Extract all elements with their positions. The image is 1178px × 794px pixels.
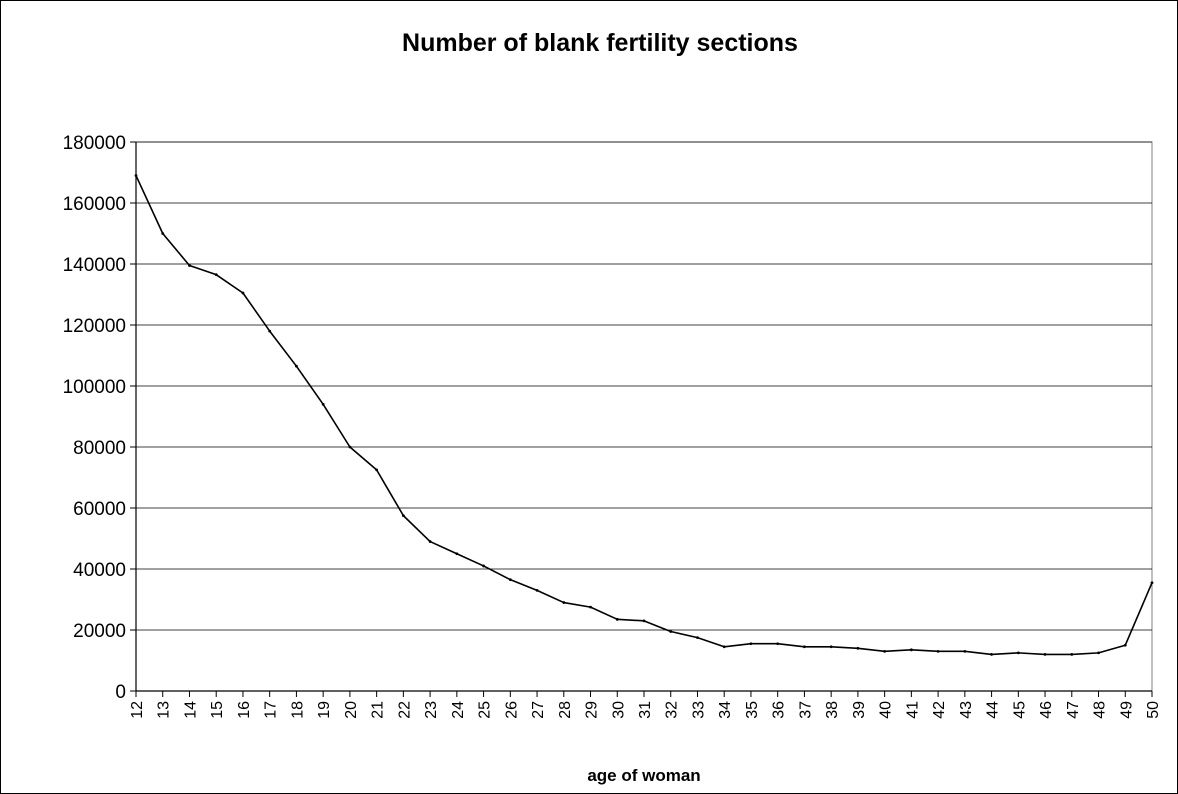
data-point — [562, 601, 566, 604]
y-axis: 0 20000 40000 60000 80000 100000 120000 140000 1… — [63, 133, 137, 703]
data-point — [161, 232, 165, 235]
data-point — [936, 649, 940, 653]
data-point — [615, 617, 619, 621]
x-tick-label: 14 — [182, 701, 199, 719]
x-tick-label: 15 — [209, 701, 226, 719]
x-tick-label: 33 — [690, 701, 707, 719]
x-tick-label: 45 — [1011, 701, 1028, 719]
x-tick-label: 39 — [851, 701, 868, 719]
data-point — [1123, 643, 1127, 647]
data-point — [1043, 653, 1047, 656]
data-point — [909, 648, 913, 652]
x-tick-label: 27 — [530, 701, 547, 719]
data-point — [134, 174, 138, 177]
x-tick-label: 36 — [771, 701, 788, 719]
x-tick-label: 21 — [370, 701, 387, 719]
data-point — [963, 649, 967, 653]
x-tick-label: 29 — [584, 701, 601, 719]
y-tick-label: 60000 — [73, 499, 126, 520]
x-tick-label: 40 — [878, 701, 895, 719]
x-tick-label: 34 — [717, 701, 734, 719]
x-tick-label: 37 — [797, 701, 814, 719]
data-point — [428, 540, 432, 543]
gridlines — [136, 141, 1152, 631]
x-tick-label: 43 — [958, 701, 975, 719]
series-layer — [134, 174, 1154, 656]
data-point — [589, 605, 592, 609]
data-point — [696, 636, 699, 640]
y-tick-label: 40000 — [73, 560, 126, 581]
data-point — [455, 552, 459, 556]
data-point — [241, 291, 245, 295]
x-tick-label: 13 — [156, 701, 173, 719]
data-point — [214, 273, 218, 277]
data-point — [348, 445, 352, 449]
data-point — [642, 619, 646, 623]
data-point — [669, 630, 673, 633]
x-tick-label: 35 — [744, 701, 761, 719]
x-axis-label: age of woman — [587, 766, 700, 785]
x-tick-label: 31 — [637, 701, 654, 719]
data-point — [321, 402, 325, 406]
data-point — [375, 468, 379, 472]
data-point — [990, 653, 993, 656]
plot-area — [135, 141, 1153, 692]
data-point — [188, 264, 191, 267]
x-axis: 12 13 14 15 16 17 18 19 20 21 22 23 24 25 26 27 28 29 30 31… — [129, 690, 1162, 719]
data-point — [829, 645, 833, 649]
x-tick-label: 50 — [1145, 701, 1162, 719]
x-tick-label: 19 — [316, 701, 333, 719]
data-point — [508, 578, 512, 582]
data-point — [749, 642, 753, 646]
x-tick-label: 41 — [904, 701, 921, 719]
x-tick-label: 49 — [1118, 701, 1135, 719]
x-tick-label: 30 — [610, 701, 627, 719]
data-point — [482, 564, 485, 568]
y-tick-label: 140000 — [63, 255, 126, 276]
data-point — [856, 646, 860, 650]
data-point — [776, 642, 780, 646]
y-tick-label: 20000 — [73, 621, 126, 642]
chart-title: Number of blank fertility sections — [402, 29, 798, 57]
data-point — [401, 514, 405, 518]
data-point — [1016, 651, 1020, 655]
x-tick-label: 48 — [1092, 701, 1109, 719]
x-tick-label: 47 — [1065, 701, 1082, 719]
data-point — [1097, 651, 1100, 655]
x-tick-label: 24 — [450, 701, 467, 719]
data-point — [268, 329, 272, 333]
data-point — [1150, 581, 1154, 585]
x-tick-label: 28 — [557, 701, 574, 719]
y-tick-label: 80000 — [73, 438, 126, 459]
x-tick-label: 18 — [289, 701, 306, 719]
x-tick-label: 38 — [824, 701, 841, 719]
y-tick-label: 120000 — [63, 316, 126, 337]
x-tick-label: 46 — [1038, 701, 1055, 719]
x-tick-label: 12 — [129, 701, 146, 719]
y-tick-label: 180000 — [63, 133, 126, 154]
x-tick-label: 32 — [664, 701, 681, 719]
data-point — [295, 364, 298, 368]
data-point — [535, 588, 539, 592]
y-tick-label: 160000 — [63, 194, 126, 215]
y-tick-label: 100000 — [63, 377, 126, 398]
x-tick-label: 23 — [423, 701, 440, 719]
x-tick-label: 42 — [931, 701, 948, 719]
y-tick-label: 0 — [115, 682, 126, 703]
x-tick-label: 25 — [477, 701, 494, 719]
data-point — [803, 645, 806, 649]
data-point — [722, 645, 726, 649]
x-tick-label: 44 — [985, 701, 1002, 719]
x-tick-label: 16 — [236, 701, 253, 719]
x-tick-label: 22 — [396, 701, 413, 719]
x-tick-label: 17 — [263, 701, 280, 719]
data-point — [883, 649, 887, 653]
x-tick-label: 26 — [503, 701, 520, 719]
data-point — [1070, 653, 1074, 656]
x-tick-label: 20 — [343, 701, 360, 719]
